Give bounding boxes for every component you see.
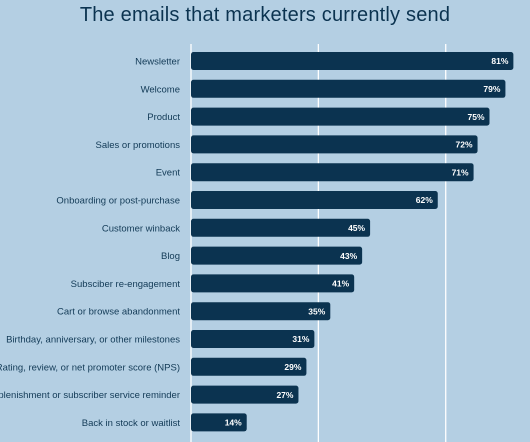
- bar: [191, 357, 307, 376]
- category-label: Replenishment or subscriber service remi…: [0, 390, 180, 401]
- category-label: Welcome: [141, 84, 180, 95]
- category-label: Birthday, anniversary, or other mileston…: [6, 335, 180, 346]
- category-label: Sales or promotions: [96, 140, 181, 151]
- category-label: Subsciber re-engagement: [71, 279, 181, 290]
- category-label: Event: [156, 168, 181, 179]
- value-label: 71%: [452, 167, 469, 177]
- value-label: 29%: [284, 362, 301, 372]
- value-label: 35%: [308, 306, 325, 316]
- bar: [191, 52, 514, 70]
- bar: [191, 79, 506, 98]
- category-label: Back in stock or waitlist: [82, 418, 181, 429]
- bar: [191, 302, 331, 321]
- value-label: 79%: [483, 84, 500, 94]
- value-label: 43%: [340, 251, 357, 261]
- bar: [191, 218, 371, 237]
- value-label: 41%: [332, 279, 349, 289]
- bar: [191, 246, 363, 265]
- chart-title: The emails that marketers currently send: [79, 4, 451, 26]
- value-label: 45%: [348, 223, 365, 233]
- bar: [191, 385, 299, 404]
- bar: [191, 191, 438, 209]
- bar: [191, 330, 315, 348]
- category-label: Cart or browse abandonment: [57, 307, 180, 318]
- bar: [191, 413, 247, 432]
- category-label: Onboarding or post-purchase: [56, 196, 180, 207]
- value-label: 14%: [225, 418, 242, 428]
- value-label: 27%: [276, 390, 293, 400]
- category-label: Customer winback: [102, 223, 180, 234]
- category-label: Newsletter: [135, 57, 180, 68]
- bar: [191, 107, 490, 126]
- value-label: 75%: [467, 112, 484, 122]
- value-label: 31%: [292, 334, 309, 344]
- bar: [191, 274, 355, 293]
- gridlines: [190, 44, 447, 442]
- bar: [191, 163, 474, 182]
- value-label: 62%: [416, 195, 433, 205]
- category-label: Blog: [161, 251, 180, 262]
- bar: [191, 135, 478, 154]
- category-label: Product: [147, 112, 180, 123]
- category-label: Rating, review, or net promoter score (N…: [0, 362, 180, 373]
- value-label: 81%: [491, 56, 508, 66]
- value-label: 72%: [456, 140, 473, 150]
